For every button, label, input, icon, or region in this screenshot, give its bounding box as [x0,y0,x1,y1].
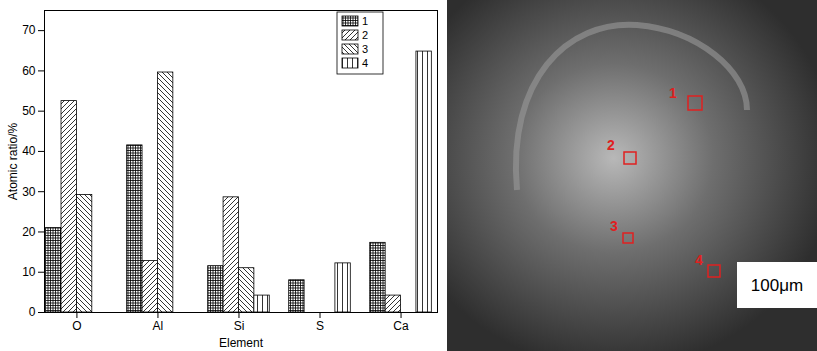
svg-text:3: 3 [610,218,618,234]
svg-text:30: 30 [22,185,36,199]
svg-text:Element: Element [219,336,264,350]
svg-text:4: 4 [695,252,703,268]
svg-text:40: 40 [22,144,36,158]
svg-text:Al: Al [153,319,164,333]
svg-text:3: 3 [362,43,368,55]
svg-text:60: 60 [22,64,36,78]
svg-text:1: 1 [669,85,677,101]
svg-text:4: 4 [362,57,368,69]
svg-text:100μm: 100μm [751,276,803,295]
svg-text:O: O [72,319,81,333]
svg-text:10: 10 [22,265,36,279]
svg-text:70: 70 [22,23,36,37]
svg-text:20: 20 [22,225,36,239]
svg-text:Si: Si [234,319,245,333]
svg-text:1: 1 [362,15,368,27]
svg-text:Atomic ratio/%: Atomic ratio/% [6,122,20,200]
svg-text:2: 2 [362,29,368,41]
svg-text:2: 2 [607,137,615,153]
svg-text:0: 0 [29,305,36,319]
svg-text:50: 50 [22,104,36,118]
svg-text:S: S [316,319,324,333]
svg-text:Ca: Ca [393,319,409,333]
